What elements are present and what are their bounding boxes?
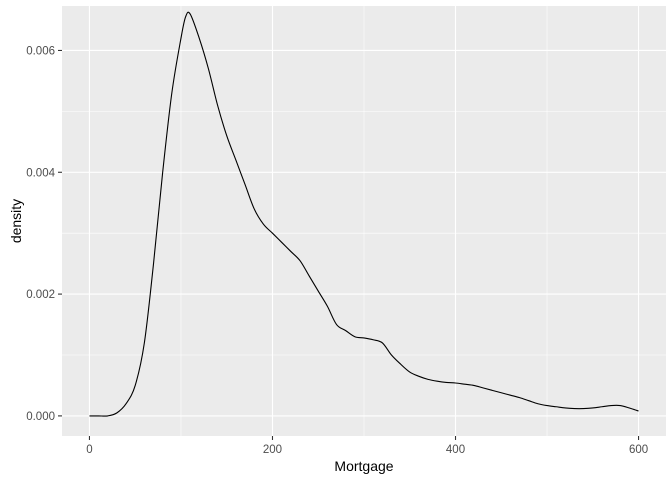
x-tick-label: 400 (446, 444, 465, 456)
y-axis-title: density (8, 199, 24, 243)
x-tick-label: 0 (86, 444, 92, 456)
axis-ticks: 0 200 400 600 0.000 0.002 0.004 0.006 (26, 45, 648, 456)
y-tick-label: 0.004 (26, 167, 55, 179)
y-tick-label: 0.000 (26, 411, 55, 423)
density-curve (89, 11, 639, 417)
x-axis-title: Mortgage (334, 458, 393, 474)
y-tick-label: 0.006 (26, 45, 55, 57)
grid-lines (62, 6, 666, 436)
x-tick-label: 200 (263, 444, 282, 456)
y-tick-label: 0.002 (26, 289, 55, 301)
x-tick-label: 600 (629, 444, 648, 456)
